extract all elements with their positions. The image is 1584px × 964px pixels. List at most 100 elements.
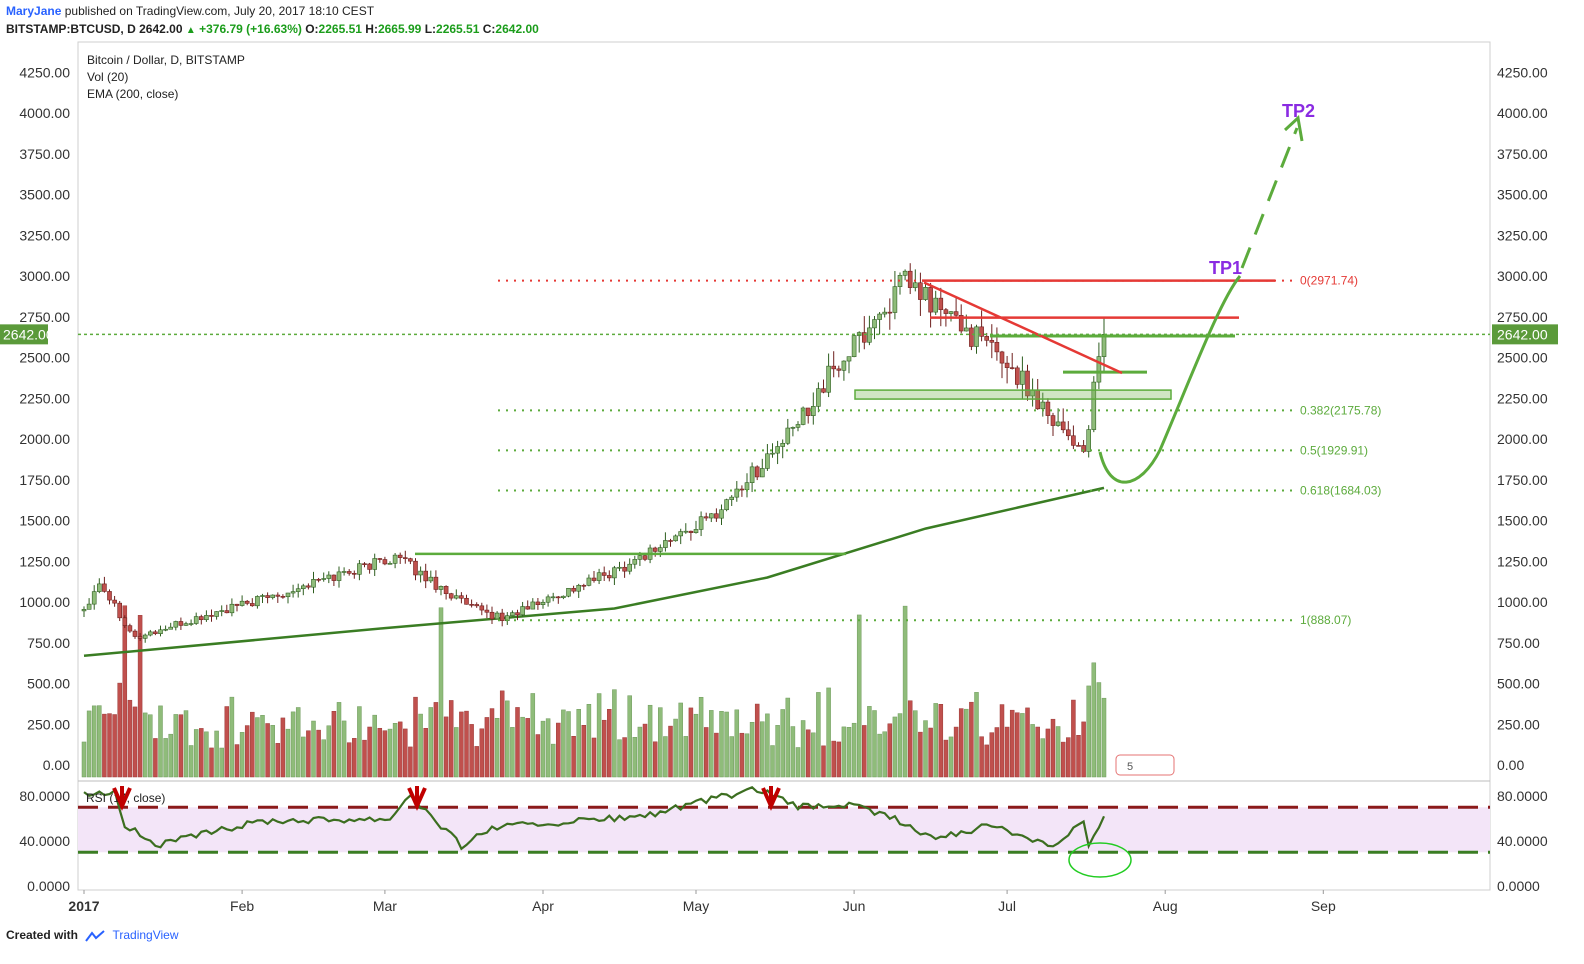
rsi-oversold-circle bbox=[1068, 842, 1132, 878]
volume-bar bbox=[209, 747, 214, 778]
candle-body bbox=[387, 563, 393, 565]
candle-body bbox=[632, 559, 638, 565]
fib-level-label: 0.618(1684.03) bbox=[1300, 484, 1381, 498]
volume-bar bbox=[637, 726, 643, 778]
rsi-axis-right-label: 80.0000 bbox=[1497, 788, 1548, 804]
volume-bar bbox=[668, 725, 673, 778]
volume-bar bbox=[703, 727, 709, 778]
price-axis-right-label: 4000.00 bbox=[1497, 105, 1548, 121]
candle-body bbox=[1071, 435, 1076, 446]
volume-bar bbox=[423, 728, 428, 778]
candle-body bbox=[831, 365, 837, 370]
price-axis-right-label: 250.00 bbox=[1497, 716, 1540, 732]
volume-bar bbox=[882, 731, 887, 778]
candle-body bbox=[612, 567, 617, 579]
candle-body bbox=[948, 311, 954, 314]
time-axis-label: Mar bbox=[373, 898, 397, 914]
volume-bar bbox=[744, 733, 750, 778]
candle-body bbox=[474, 604, 480, 607]
price-axis-right-label: 750.00 bbox=[1497, 635, 1540, 651]
volume-bar bbox=[612, 689, 617, 778]
candle-body bbox=[826, 365, 831, 393]
volume-bar bbox=[709, 710, 714, 778]
volume-bar bbox=[1101, 697, 1107, 778]
candle-body bbox=[112, 599, 117, 604]
volume-bar bbox=[1020, 713, 1025, 778]
candle-body bbox=[724, 499, 729, 511]
candle-body bbox=[566, 587, 571, 597]
fib-level-label: 0(2971.74) bbox=[1300, 274, 1358, 288]
candle-body bbox=[464, 597, 469, 605]
candle-body bbox=[494, 612, 500, 620]
volume-bar bbox=[336, 702, 342, 778]
volume-bar bbox=[454, 727, 459, 778]
volume-bar bbox=[1066, 737, 1071, 778]
candle-body bbox=[816, 388, 821, 407]
support-zone-box bbox=[854, 389, 1172, 400]
candle-body bbox=[224, 610, 230, 614]
candle-body bbox=[1020, 370, 1025, 385]
candle-body bbox=[510, 612, 515, 616]
candle-body bbox=[1055, 421, 1061, 426]
candle-body bbox=[785, 427, 791, 444]
price-axis-right-label: 3000.00 bbox=[1497, 268, 1548, 284]
volume-bar bbox=[250, 711, 255, 778]
candle-body bbox=[148, 631, 153, 636]
volume-bar bbox=[122, 605, 128, 778]
candle-body bbox=[239, 600, 245, 606]
price-axis-right-label: 3500.00 bbox=[1497, 187, 1548, 203]
candle-body bbox=[142, 634, 148, 639]
chart-canvas[interactable]: 4250.00 4250.00 4000.00 4000.00 3750.00 3750.… bbox=[0, 0, 1584, 920]
volume-bar bbox=[918, 731, 923, 778]
candle-body bbox=[989, 340, 995, 343]
volume-bar bbox=[617, 739, 622, 778]
candle-body bbox=[1009, 367, 1015, 369]
volume-bar bbox=[464, 710, 469, 778]
price-axis-left-label: 1500.00 bbox=[19, 513, 70, 529]
candle-body bbox=[780, 442, 786, 447]
candle-body bbox=[377, 558, 383, 560]
candle-body bbox=[336, 571, 342, 581]
volume-bar bbox=[545, 718, 551, 778]
candle-body bbox=[1081, 445, 1086, 452]
volume-bar bbox=[219, 747, 224, 778]
candle-body bbox=[311, 579, 316, 588]
volume-bar bbox=[550, 743, 556, 778]
time-axis-label: Jun bbox=[843, 898, 866, 914]
volume-bar bbox=[1096, 682, 1102, 778]
candle-body bbox=[601, 572, 607, 576]
rsi-overbought-arrow-icon bbox=[761, 786, 781, 811]
volume-bar bbox=[515, 707, 520, 778]
candle-body bbox=[107, 591, 112, 601]
candle-body bbox=[479, 605, 485, 611]
author-link[interactable]: MaryJane bbox=[6, 4, 62, 18]
candle-body bbox=[606, 575, 612, 579]
time-axis-label: Apr bbox=[532, 898, 554, 914]
candle-body bbox=[550, 596, 556, 599]
volume-bar bbox=[953, 726, 959, 778]
volume-bar bbox=[765, 713, 770, 778]
rsi-band bbox=[78, 807, 1490, 853]
high-label: H: bbox=[365, 22, 378, 36]
fib-level-label: 1(888.07) bbox=[1300, 613, 1351, 627]
candle-body bbox=[938, 297, 944, 310]
time-axis-label: May bbox=[683, 898, 709, 914]
volume-bar bbox=[397, 721, 403, 778]
candle-body bbox=[765, 453, 770, 469]
candle-body bbox=[418, 570, 423, 576]
projection-curve bbox=[1098, 275, 1242, 484]
candle-body bbox=[918, 282, 923, 300]
volume-bar bbox=[505, 700, 510, 778]
candle-body bbox=[459, 595, 464, 599]
volume-bar bbox=[474, 746, 479, 778]
volume-bar bbox=[999, 704, 1005, 778]
volume-bar bbox=[520, 716, 525, 778]
tradingview-brand-link[interactable]: TradingView bbox=[112, 928, 179, 942]
volume-bar bbox=[586, 704, 592, 778]
candle-body bbox=[1091, 381, 1097, 430]
price-axis-left-label: 3500.00 bbox=[19, 187, 70, 203]
candle-body bbox=[158, 629, 163, 634]
volume-bar bbox=[714, 732, 719, 778]
candle-body bbox=[1096, 356, 1102, 383]
volume-bar bbox=[596, 693, 602, 778]
